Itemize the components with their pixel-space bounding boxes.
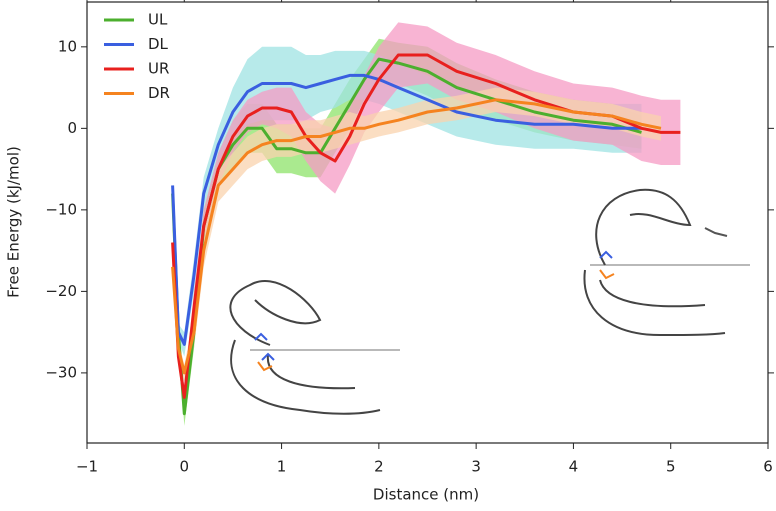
legend-label: UR [148, 60, 169, 78]
legend-label: DL [148, 35, 169, 53]
series-line [171, 73, 642, 346]
y-tick-label: −20 [45, 282, 77, 300]
series-line [171, 98, 662, 375]
x-tick-label: 2 [374, 458, 384, 476]
molecule-ligand [704, 227, 728, 237]
molecule-ribbon [595, 188, 692, 266]
y-tick-label: 0 [67, 119, 77, 137]
molecule-ribbon [583, 269, 726, 337]
molecule-inset [583, 188, 750, 337]
legend-label: DR [148, 84, 170, 102]
x-tick-label: −1 [76, 458, 98, 476]
lines [171, 53, 681, 416]
molecule-ribbon [230, 339, 381, 415]
y-tick-label: 10 [58, 37, 77, 55]
bands [172, 22, 681, 426]
molecule-blue [254, 332, 275, 361]
molecule-blue [599, 250, 613, 259]
molecule-ribbon [229, 279, 322, 346]
x-tick-label: 3 [471, 458, 481, 476]
molecule-orange [257, 361, 273, 372]
x-tick-label: 5 [666, 458, 676, 476]
y-axis-label: Free Energy (kJ/mol) [5, 146, 23, 298]
x-tick-label: 1 [277, 458, 287, 476]
legend: UL DL UR DR [104, 11, 170, 102]
plot-frame [86, 1, 769, 444]
molecule-inset [229, 279, 400, 415]
x-tick-label: 0 [180, 458, 190, 476]
molecule-ribbon [266, 354, 356, 390]
x-tick-label: 4 [569, 458, 579, 476]
legend-label: UL [148, 11, 168, 29]
molecule-orange [599, 269, 615, 280]
y-tick-label: −30 [45, 363, 77, 381]
x-tick-label: 6 [763, 458, 773, 476]
y-tick-label: −10 [45, 200, 77, 218]
x-axis-label: Distance (nm) [373, 486, 479, 504]
molecule-ribbon [599, 279, 706, 308]
